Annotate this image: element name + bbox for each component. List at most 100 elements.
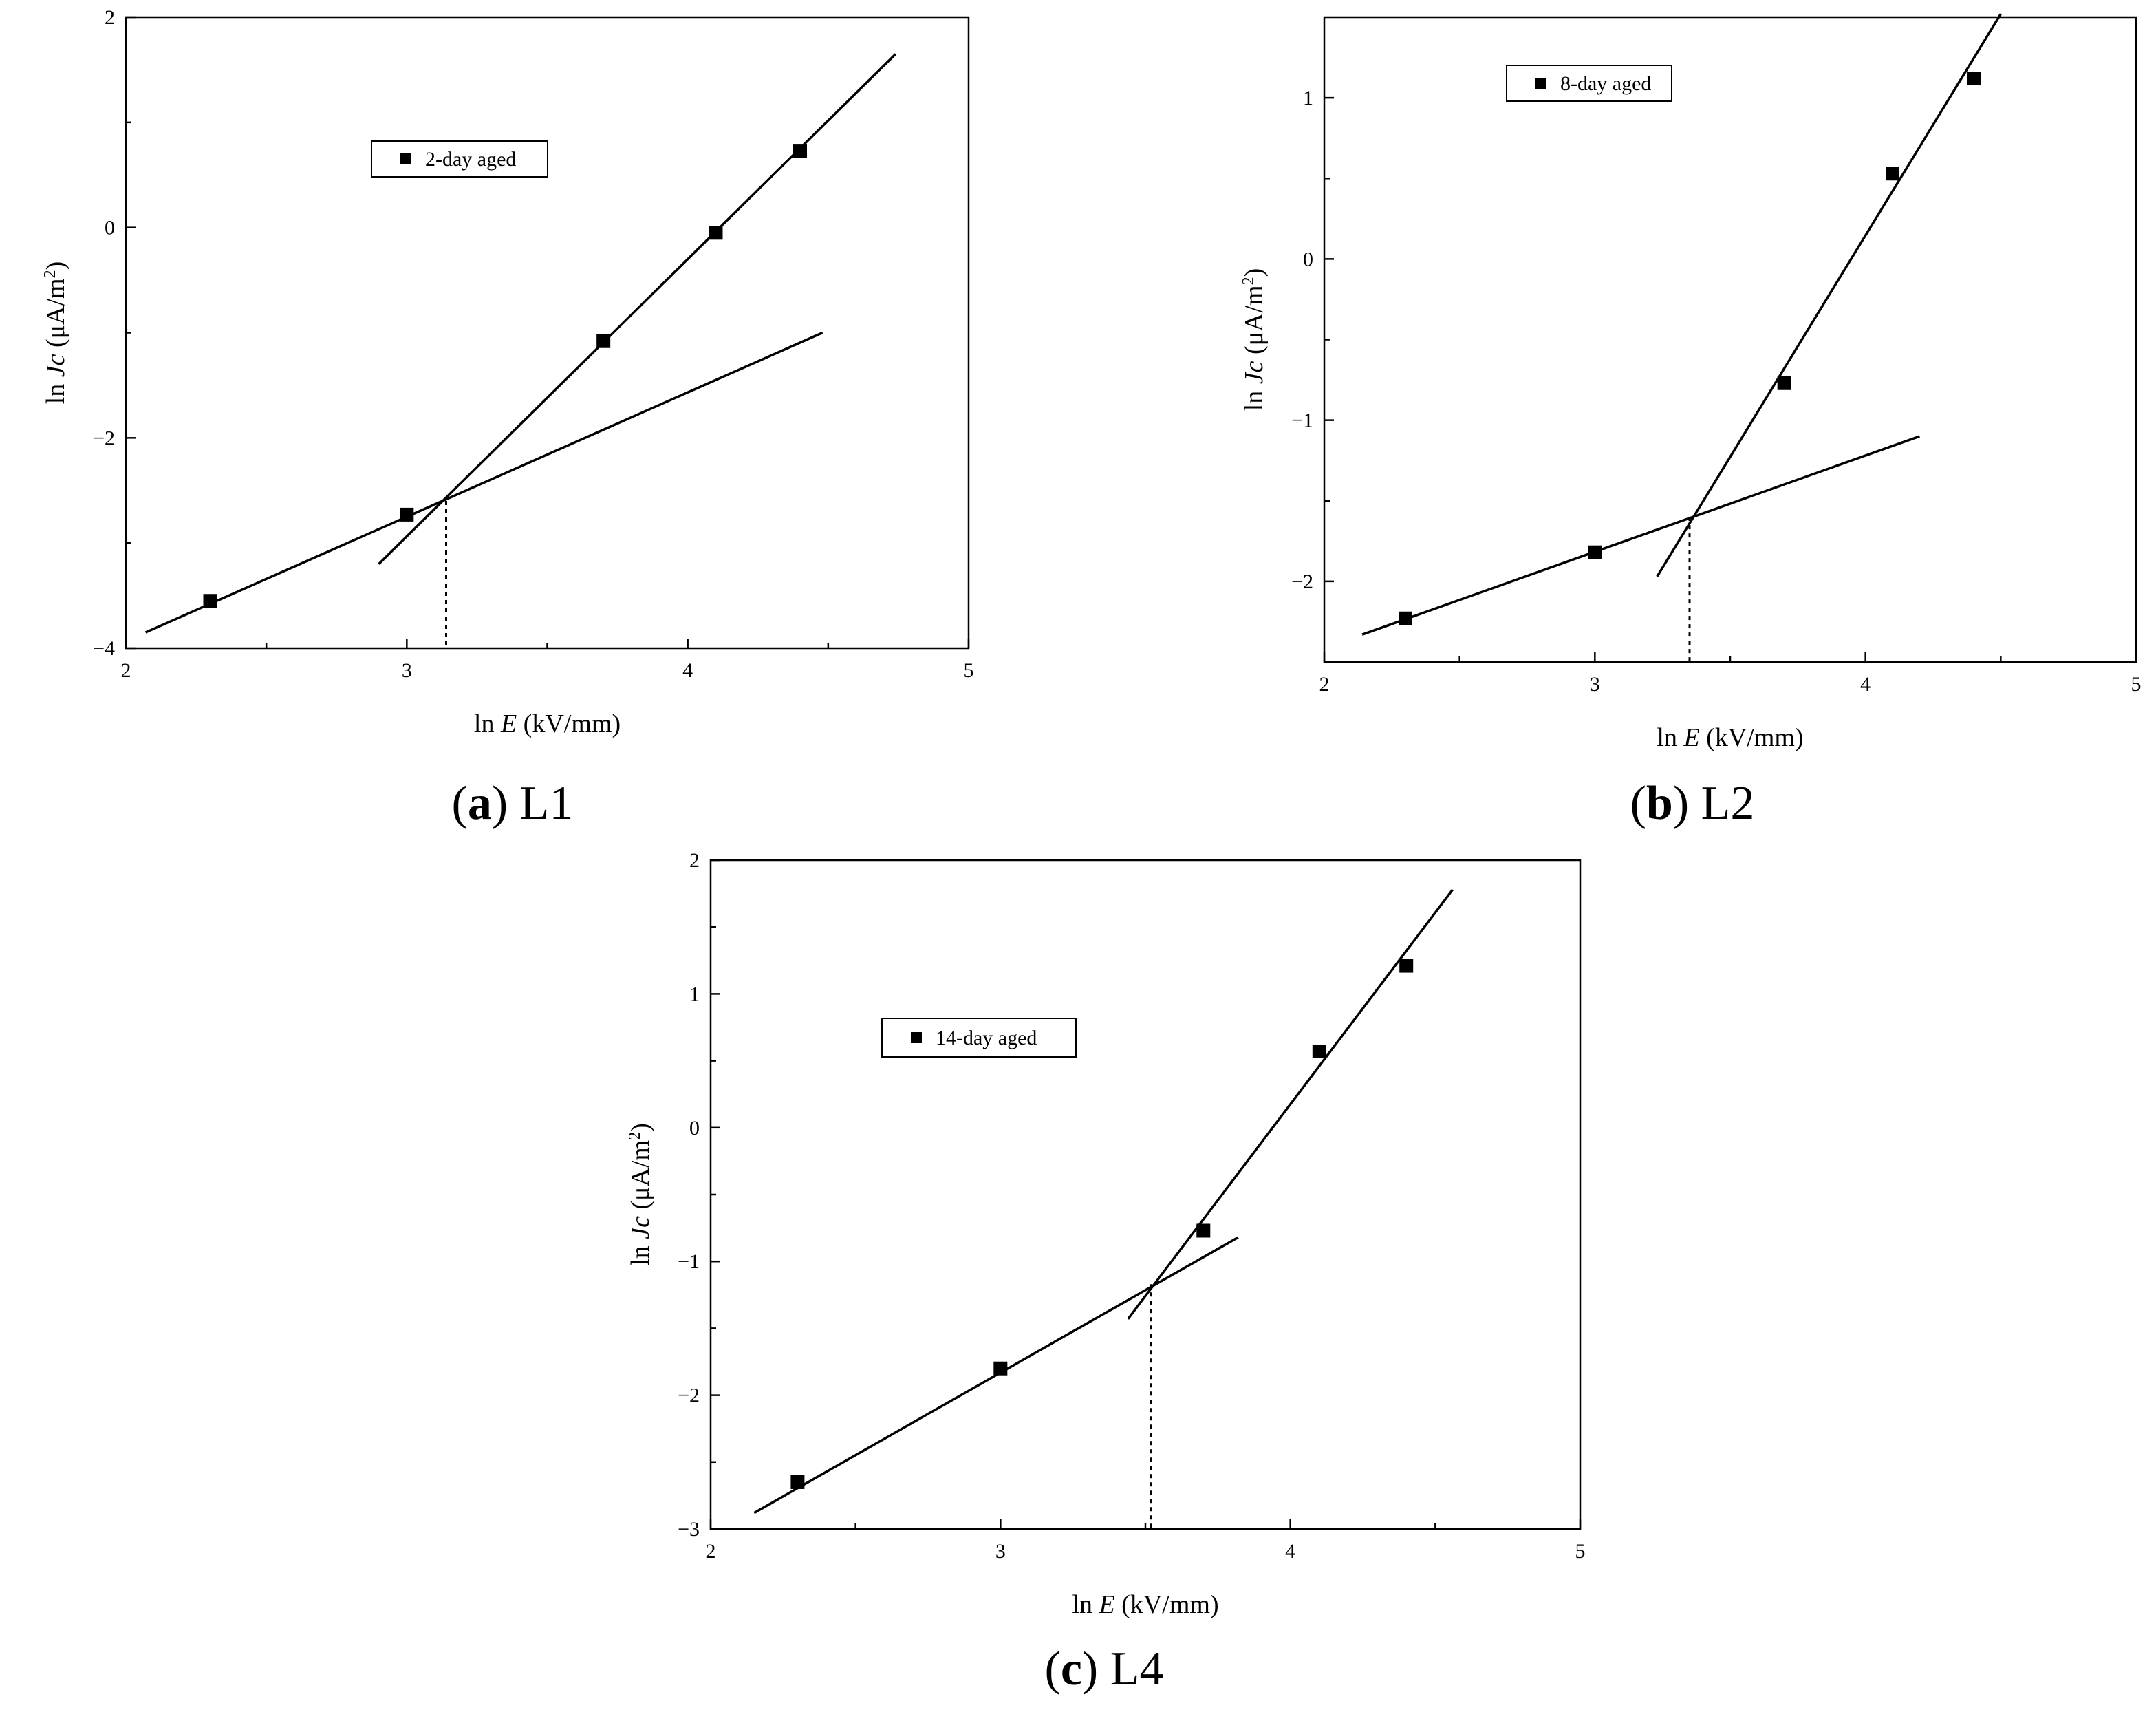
legend-marker — [1535, 78, 1546, 89]
data-point — [1777, 376, 1791, 390]
data-point — [400, 507, 414, 522]
x-tick-label: 3 — [995, 1540, 1006, 1563]
legend-label: 2-day aged — [425, 148, 516, 171]
x-axis-label: ln E (kV/mm) — [1657, 723, 1803, 752]
data-point — [793, 144, 807, 158]
legend-marker — [400, 153, 411, 164]
y-tick-label: 0 — [105, 217, 115, 239]
y-axis-label-close: ) — [1240, 268, 1269, 277]
data-point — [993, 1361, 1008, 1376]
caption-letter: b — [1646, 777, 1673, 830]
x-tick-label: 2 — [121, 659, 131, 682]
fit-line-1 — [1361, 435, 1920, 636]
data-point — [596, 334, 611, 348]
caption-open-paren: ( — [1630, 777, 1646, 830]
data-point — [709, 226, 723, 240]
y-axis-label: ln Jc (μA/m2) — [626, 1123, 655, 1266]
x-axis-label: ln E (kV/mm) — [474, 709, 621, 738]
y-tick-label: 1 — [1303, 87, 1313, 109]
plot-frame — [1323, 16, 2137, 663]
x-tick-label: 4 — [1285, 1540, 1295, 1563]
caption-close-paren: ) — [492, 777, 520, 830]
caption-name: L1 — [520, 777, 574, 830]
y-axis-label: ln Jc (μA/m2) — [1240, 268, 1269, 411]
legend-marker — [911, 1032, 922, 1043]
y-axis-label-close: ) — [41, 261, 70, 270]
panel-caption: (b) L2 — [1630, 777, 1755, 830]
x-axis-label-unit: (kV/mm) — [517, 709, 621, 738]
y-axis-label: ln Jc (μA/m2) — [41, 261, 70, 405]
y-axis-label-variable: Jc — [1240, 361, 1269, 384]
fit-line-2 — [1127, 888, 1454, 1320]
y-tick-label: −3 — [678, 1518, 700, 1541]
y-tick-label: 0 — [1303, 248, 1313, 270]
caption-letter: c — [1061, 1643, 1082, 1695]
y-axis-label-variable: Jc — [41, 354, 70, 377]
x-tick-label: 5 — [2131, 673, 2142, 696]
caption-close-paren: ) — [1673, 777, 1701, 830]
y-tick-label: 2 — [105, 6, 115, 29]
x-axis-label-prefix: ln — [1072, 1590, 1099, 1619]
data-point — [790, 1475, 805, 1489]
legend-label: 8-day aged — [1560, 72, 1651, 95]
y-tick-label: −4 — [93, 637, 115, 660]
caption-close-paren: ) — [1082, 1643, 1110, 1695]
legend: 8-day aged — [1506, 65, 1672, 102]
y-axis-label-variable: Jc — [626, 1216, 655, 1239]
x-tick-label: 3 — [402, 659, 412, 682]
caption-letter: a — [468, 777, 492, 830]
caption-name: L4 — [1110, 1643, 1164, 1695]
x-tick-label: 2 — [1319, 673, 1330, 696]
x-tick-label: 5 — [964, 659, 974, 682]
data-point — [1312, 1044, 1326, 1058]
x-axis-label-unit: (kV/mm) — [1115, 1590, 1219, 1619]
data-point — [1399, 611, 1412, 625]
x-tick-label: 5 — [1575, 1540, 1586, 1563]
caption-open-paren: ( — [1045, 1643, 1061, 1695]
fit-line-2 — [1656, 13, 2002, 577]
x-tick-label: 4 — [1860, 673, 1871, 696]
data-point — [203, 594, 217, 608]
caption-open-paren: ( — [452, 777, 468, 830]
y-axis-label-superscript: 2 — [1240, 277, 1258, 285]
y-tick-label: −1 — [1291, 409, 1313, 432]
y-tick-label: −2 — [1291, 570, 1313, 593]
legend: 2-day aged — [371, 140, 548, 178]
panel-caption: (a) L1 — [452, 777, 574, 830]
data-point — [1886, 167, 1899, 181]
x-axis-label-prefix: ln — [1657, 723, 1683, 752]
y-axis-label-prefix: ln — [1240, 384, 1269, 411]
x-axis-label-variable: E — [1098, 1590, 1114, 1619]
x-axis-label-unit: (kV/mm) — [1700, 723, 1804, 752]
y-axis-label-superscript: 2 — [626, 1132, 644, 1140]
x-tick-label: 2 — [706, 1540, 716, 1563]
legend: 14-day aged — [881, 1018, 1077, 1058]
data-point — [1967, 72, 1981, 86]
panel-caption: (c) L4 — [1045, 1643, 1164, 1695]
data-point — [1196, 1223, 1211, 1238]
y-axis-label-close: ) — [626, 1123, 655, 1132]
y-axis-label-prefix: ln — [626, 1239, 655, 1266]
fit-line-1 — [144, 331, 823, 634]
data-point — [1399, 959, 1414, 973]
y-axis-label-superscript: 2 — [41, 270, 59, 278]
y-tick-label: 0 — [689, 1117, 700, 1139]
y-axis-label-unit: (μA/m — [1240, 285, 1269, 361]
y-axis-label-unit: (μA/m — [41, 278, 70, 354]
y-axis-label-unit: (μA/m — [626, 1140, 655, 1216]
data-point — [1588, 545, 1602, 559]
y-tick-label: 2 — [689, 849, 700, 872]
x-axis-label-variable: E — [500, 709, 517, 738]
y-tick-label: −2 — [678, 1384, 700, 1407]
x-axis-label-prefix: ln — [474, 709, 501, 738]
plot-frame — [125, 16, 970, 650]
y-axis-label-prefix: ln — [41, 377, 70, 404]
fit-line-2 — [378, 53, 897, 565]
y-tick-label: −1 — [678, 1250, 700, 1273]
caption-name: L2 — [1701, 777, 1755, 830]
x-axis-label: ln E (kV/mm) — [1072, 1590, 1218, 1619]
